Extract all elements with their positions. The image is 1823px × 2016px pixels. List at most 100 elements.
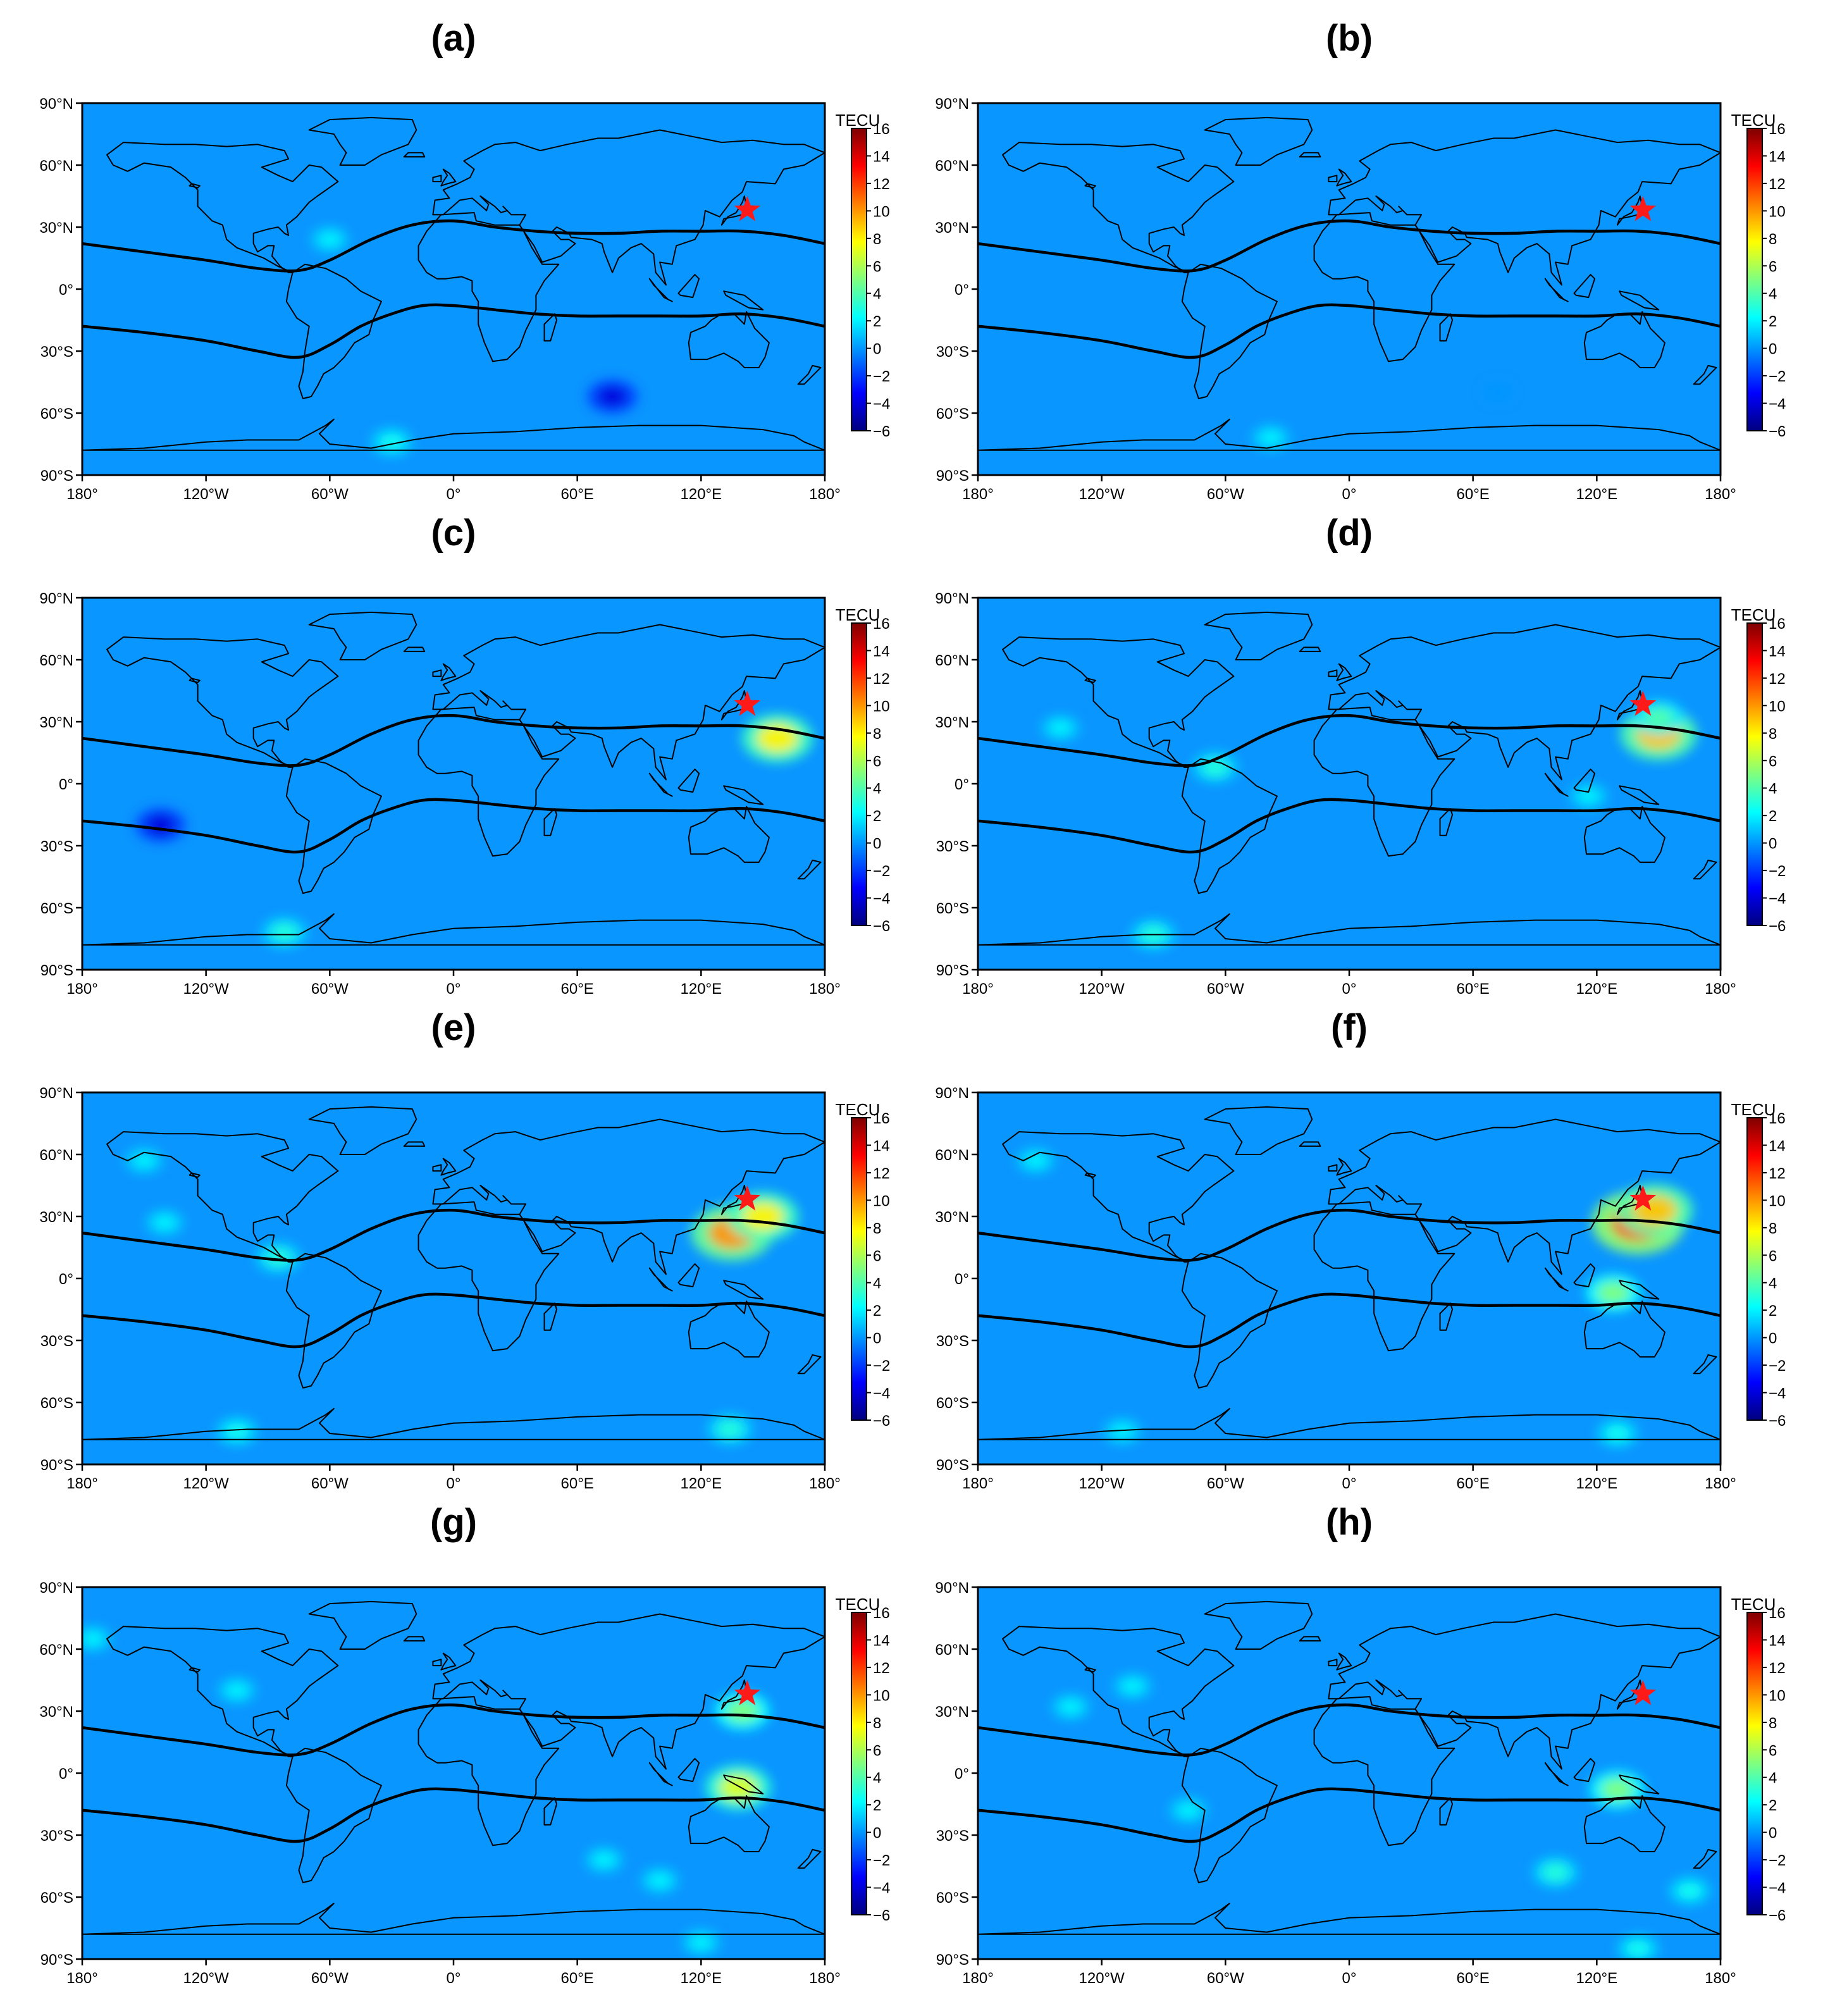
colorbar-tick-label: 6 (1769, 258, 1777, 275)
colorbar-tick-label: −6 (873, 1907, 890, 1924)
x-tick-label: 120°W (1079, 486, 1125, 503)
band-line-south (978, 798, 1721, 854)
map-background (82, 1587, 825, 1959)
coastline (1313, 707, 1455, 857)
x-tick-label: 0° (447, 486, 461, 503)
x-tick-label: 0° (447, 1970, 461, 1987)
y-tick-label: 60°S (40, 405, 73, 423)
coastline (106, 1131, 339, 1263)
coastline (1084, 183, 1096, 189)
y-tick-label: 30°S (40, 343, 73, 361)
coastline (82, 1902, 825, 1935)
coastline (440, 1652, 457, 1671)
coastline (1181, 758, 1278, 894)
coastline (440, 663, 457, 681)
coastline (1084, 1172, 1096, 1178)
coastline (1299, 152, 1321, 158)
colorbar-tick-label: 0 (1769, 836, 1777, 853)
tec-anomaly (1059, 1699, 1083, 1715)
coastline (1328, 175, 1338, 183)
colorbar-tick-label: 0 (873, 1825, 881, 1842)
x-tick-label: 120°E (1576, 980, 1618, 998)
coastline (1573, 274, 1596, 299)
y-tick-label: 90°S (936, 1457, 969, 1474)
map-panel-f: 180° 120°W 60°W 0° 60°E 120°E 180° 90°N 60°N 30°N… (935, 1085, 1786, 1492)
x-tick-label: 60°W (311, 1970, 349, 1987)
y-tick-label: 30°S (936, 838, 969, 855)
map-panel-h: 180° 120°W 60°W 0° 60°E 120°E 180° 90°N 60°N 30°N… (935, 1580, 1786, 1987)
colorbar-tick-label: −4 (873, 891, 890, 908)
map-background (978, 598, 1721, 970)
coastline (1328, 624, 1721, 781)
y-tick-label: 30°S (936, 1333, 969, 1350)
coastline (1544, 772, 1569, 797)
map-background (82, 1092, 825, 1464)
coastline (82, 913, 825, 946)
tec-anomaly (271, 924, 298, 942)
colorbar-tick-label: 6 (873, 1742, 881, 1759)
coastline (648, 1762, 673, 1786)
colorbar-tick-label: −4 (1769, 1385, 1786, 1402)
colorbar-label: TECU (1731, 1595, 1776, 1614)
coastline (1619, 1280, 1660, 1300)
coastline (677, 1758, 700, 1783)
x-tick-label: 60°W (311, 980, 349, 998)
colorbar-tick-label: 4 (873, 286, 881, 303)
epicenter-star-icon (1629, 690, 1657, 716)
coastline (432, 1613, 825, 1770)
colorbar-tick-label: 0 (1769, 1825, 1777, 1842)
coastline (1002, 1626, 1235, 1757)
coastline (82, 418, 825, 451)
coastline (1084, 677, 1096, 683)
colorbar (1746, 1117, 1763, 1421)
coastline (1619, 290, 1660, 311)
map-panel-a: 180° 120°W 60°W 0° 60°E 120°E 180° 90°N 60°N 30°N… (39, 96, 890, 503)
colorbar-tick-label: 8 (873, 726, 881, 743)
y-tick-label: 0° (59, 776, 73, 793)
panel-title-e: (e) (431, 1007, 476, 1048)
coastline (543, 1302, 558, 1331)
coastline (308, 611, 417, 660)
colorbar-tick-label: 14 (873, 148, 890, 165)
coastline (1693, 364, 1717, 385)
y-tick-label: 90°N (935, 1085, 969, 1102)
coastline (403, 1141, 426, 1147)
colorbar-tick-label: 16 (873, 1110, 890, 1127)
colorbar-label: TECU (1731, 605, 1776, 624)
coastline (1328, 1164, 1338, 1172)
y-tick-label: 30°S (936, 1827, 969, 1845)
colorbar (1746, 128, 1763, 431)
x-tick-label: 0° (1342, 980, 1357, 998)
x-tick-label: 60°E (1457, 1475, 1490, 1492)
coastline (1573, 1263, 1596, 1288)
colorbar-tick-label: 12 (1769, 671, 1786, 688)
colorbar-tick-label: −2 (873, 1357, 890, 1375)
x-tick-label: 180° (1705, 980, 1736, 998)
coastline (1299, 1636, 1321, 1642)
x-tick-label: 120°E (1576, 1970, 1618, 1987)
x-tick-label: 120°W (1079, 1475, 1125, 1492)
band-line-south (82, 303, 825, 359)
colorbar-label: TECU (1731, 1100, 1776, 1119)
tec-anomaly (1677, 1883, 1702, 1900)
y-tick-label: 60°N (935, 1147, 969, 1164)
coastline (432, 624, 825, 781)
colorbar-tick-label: 10 (1769, 1192, 1786, 1209)
colorbar-tick-label: 2 (873, 808, 881, 825)
y-tick-label: 0° (59, 1271, 73, 1288)
coastline (1181, 263, 1278, 400)
x-tick-label: 60°W (1207, 486, 1244, 503)
tec-anomaly (1605, 1425, 1630, 1442)
x-tick-label: 180° (809, 486, 841, 503)
y-tick-label: 60°S (936, 405, 969, 423)
x-tick-label: 120°E (1576, 1475, 1618, 1492)
band-line-north (978, 219, 1721, 273)
y-tick-label: 90°N (935, 590, 969, 607)
coastline (1328, 669, 1338, 677)
colorbar-tick-label: 16 (873, 1605, 890, 1622)
band-line-south (978, 1787, 1721, 1843)
x-tick-label: 120°W (183, 980, 230, 998)
coastline (1313, 212, 1455, 362)
colorbar-tick-label: 4 (1769, 286, 1777, 303)
